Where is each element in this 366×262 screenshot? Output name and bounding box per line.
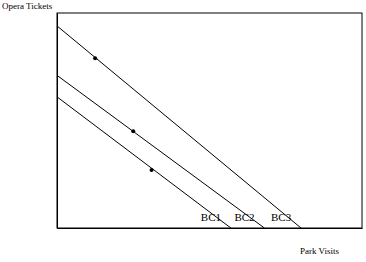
budget-line [57,26,301,228]
budget-line [57,97,231,228]
labels: BC1 BC2 BC3 [201,211,292,223]
point [93,56,97,60]
chart: BC1 BC2 BC3 Opera Tickets Park Visits [0,0,366,262]
x-axis [58,228,363,229]
y-axis [57,14,58,229]
line-label: BC3 [271,211,292,223]
marks [57,26,301,228]
line-label: BC1 [201,211,221,223]
plot: BC1 BC2 BC3 [57,13,363,229]
point [150,168,154,172]
axis-line [58,228,363,229]
line-label: BC2 [234,211,254,223]
axis-line [57,14,58,229]
budget-line [57,75,264,228]
plot-frame [57,13,362,228]
y-axis-title: Opera Tickets [2,1,53,11]
point [131,129,135,133]
x-axis-title: Park Visits [300,246,340,256]
